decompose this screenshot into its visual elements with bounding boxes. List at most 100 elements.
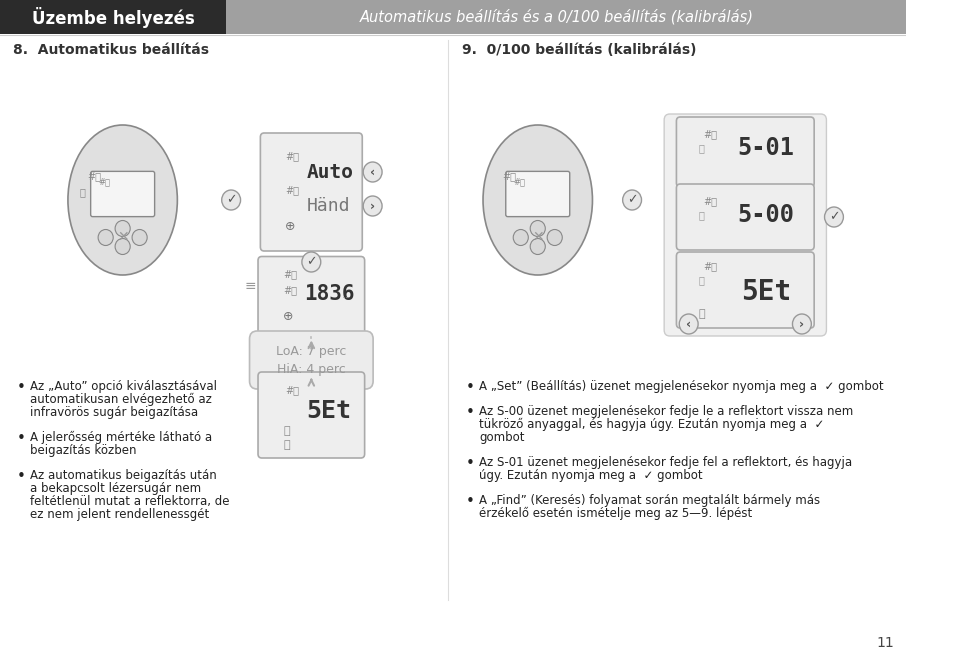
Text: #ⓓ: #ⓓ <box>514 177 525 186</box>
FancyBboxPatch shape <box>260 133 362 251</box>
Text: #ⓓ: #ⓓ <box>703 129 717 139</box>
Circle shape <box>792 314 811 334</box>
Text: feltétlenül mutat a reflektorra, de: feltétlenül mutat a reflektorra, de <box>30 495 229 508</box>
Circle shape <box>98 230 113 246</box>
Text: Üzembe helyezés: Üzembe helyezés <box>32 7 195 28</box>
Text: HiA: 4 perc: HiA: 4 perc <box>276 362 346 376</box>
Text: ⊕: ⊕ <box>285 220 296 232</box>
Text: 🔒: 🔒 <box>80 187 85 197</box>
Text: ‹: ‹ <box>686 317 691 331</box>
Text: ✓: ✓ <box>306 255 317 269</box>
Text: 🔒: 🔒 <box>698 143 704 153</box>
Text: A jelerősség mértéke látható a: A jelerősség mértéke látható a <box>30 431 212 444</box>
FancyBboxPatch shape <box>90 172 155 216</box>
Text: LoA: 7 perc: LoA: 7 perc <box>276 345 347 358</box>
Text: Az automatikus beigazítás után: Az automatikus beigazítás után <box>30 469 217 482</box>
Text: Az „Auto” opció kiválasztásával: Az „Auto” opció kiválasztásával <box>30 380 217 393</box>
Text: infravörös sugár beigazítása: infravörös sugár beigazítása <box>30 406 199 419</box>
Text: tükröző anyaggal, és hagyja úgy. Ezután nyomja meg a  ✓: tükröző anyaggal, és hagyja úgy. Ezután … <box>479 418 825 431</box>
Text: 🔒: 🔒 <box>698 210 704 220</box>
Text: •: • <box>17 469 26 484</box>
Text: #ⓓ: #ⓓ <box>285 185 299 195</box>
FancyBboxPatch shape <box>227 0 905 34</box>
Text: ✓: ✓ <box>627 193 637 207</box>
Text: 8.  Automatikus beállítás: 8. Automatikus beállítás <box>13 43 209 57</box>
Text: #ⓓ: #ⓓ <box>502 171 516 181</box>
FancyBboxPatch shape <box>664 114 827 336</box>
Text: 5Et: 5Et <box>306 399 351 423</box>
Text: 9.  0/100 beállítás (kalibrálás): 9. 0/100 beállítás (kalibrálás) <box>463 43 697 57</box>
Text: ›: › <box>800 317 804 331</box>
FancyBboxPatch shape <box>0 0 227 34</box>
FancyBboxPatch shape <box>250 331 373 389</box>
Circle shape <box>363 196 382 216</box>
Text: ✓: ✓ <box>828 211 839 224</box>
Text: •: • <box>466 456 475 471</box>
Text: 5-00: 5-00 <box>737 203 795 227</box>
Text: #ⓓ: #ⓓ <box>285 385 299 395</box>
Circle shape <box>115 238 131 255</box>
Text: Az S-01 üzenet megjelenésekor fedje fel a reflektort, és hagyja: Az S-01 üzenet megjelenésekor fedje fel … <box>479 456 852 469</box>
Circle shape <box>680 314 698 334</box>
Text: automatikusan elvégezhető az: automatikusan elvégezhető az <box>30 393 212 406</box>
Text: •: • <box>466 494 475 509</box>
Text: ⓓ: ⓓ <box>698 309 705 319</box>
Circle shape <box>301 252 321 272</box>
Text: úgy. Ezután nyomja meg a  ✓ gombot: úgy. Ezután nyomja meg a ✓ gombot <box>479 469 703 482</box>
Text: #ⓓ: #ⓓ <box>703 261 717 271</box>
FancyBboxPatch shape <box>258 257 365 339</box>
Text: #ⓓ: #ⓓ <box>86 171 101 181</box>
Circle shape <box>547 230 563 246</box>
Text: ⓓ: ⓓ <box>283 440 290 450</box>
Text: 5Et: 5Et <box>740 278 791 306</box>
Text: 1836: 1836 <box>303 284 354 304</box>
Text: #ⓓ: #ⓓ <box>283 269 297 279</box>
Ellipse shape <box>483 125 592 275</box>
Text: Az S-00 üzenet megjelenésekor fedje le a reflektort vissza nem: Az S-00 üzenet megjelenésekor fedje le a… <box>479 405 853 418</box>
Circle shape <box>222 190 241 210</box>
FancyBboxPatch shape <box>677 117 814 187</box>
Text: érzékelő esetén ismételje meg az 5—9. lépést: érzékelő esetén ismételje meg az 5—9. lé… <box>479 507 753 520</box>
Text: Automatikus beállítás és a 0/100 beállítás (kalibrálás): Automatikus beállítás és a 0/100 beállít… <box>360 9 754 24</box>
Circle shape <box>363 162 382 182</box>
Text: Händ: Händ <box>306 197 350 215</box>
Text: •: • <box>466 405 475 420</box>
Text: ›: › <box>371 199 375 213</box>
Text: ✕: ✕ <box>532 230 543 244</box>
Circle shape <box>530 220 545 236</box>
Text: A „Set” (Beállítás) üzenet megjelenésekor nyomja meg a  ✓ gombot: A „Set” (Beállítás) üzenet megjelenéseko… <box>479 380 884 393</box>
FancyBboxPatch shape <box>506 172 569 216</box>
Text: 🔒: 🔒 <box>698 275 704 285</box>
Text: ⊕: ⊕ <box>283 310 294 323</box>
Text: •: • <box>466 380 475 395</box>
Text: #ⓓ: #ⓓ <box>283 285 297 295</box>
Circle shape <box>825 207 844 227</box>
Circle shape <box>530 238 545 255</box>
Text: #ⓓ: #ⓓ <box>703 196 717 206</box>
Circle shape <box>132 230 147 246</box>
Text: ✓: ✓ <box>226 193 236 207</box>
FancyBboxPatch shape <box>677 252 814 328</box>
Text: ez nem jelent rendellenessgét: ez nem jelent rendellenessgét <box>30 508 209 521</box>
Text: a bekapcsolt lézersugár nem: a bekapcsolt lézersugár nem <box>30 482 202 495</box>
Text: gombot: gombot <box>479 431 525 444</box>
Text: ‹: ‹ <box>371 166 375 178</box>
Text: #ⓓ: #ⓓ <box>285 151 299 161</box>
FancyBboxPatch shape <box>677 184 814 250</box>
Text: #ⓓ: #ⓓ <box>98 177 110 186</box>
Text: ..: .. <box>342 288 349 300</box>
Text: A „Find” (Keresés) folyamat során megtalált bármely más: A „Find” (Keresés) folyamat során megtal… <box>479 494 821 507</box>
Text: 11: 11 <box>876 636 895 650</box>
Text: ≡: ≡ <box>245 279 256 293</box>
Text: •: • <box>17 431 26 446</box>
Text: 🔒: 🔒 <box>283 426 290 436</box>
FancyBboxPatch shape <box>258 372 365 458</box>
Text: •: • <box>17 380 26 395</box>
Circle shape <box>115 220 131 236</box>
Text: Auto: Auto <box>306 162 353 182</box>
Text: 5-01: 5-01 <box>737 136 795 160</box>
Circle shape <box>623 190 641 210</box>
Text: beigazítás közben: beigazítás közben <box>30 444 136 457</box>
Ellipse shape <box>68 125 178 275</box>
Circle shape <box>514 230 528 246</box>
